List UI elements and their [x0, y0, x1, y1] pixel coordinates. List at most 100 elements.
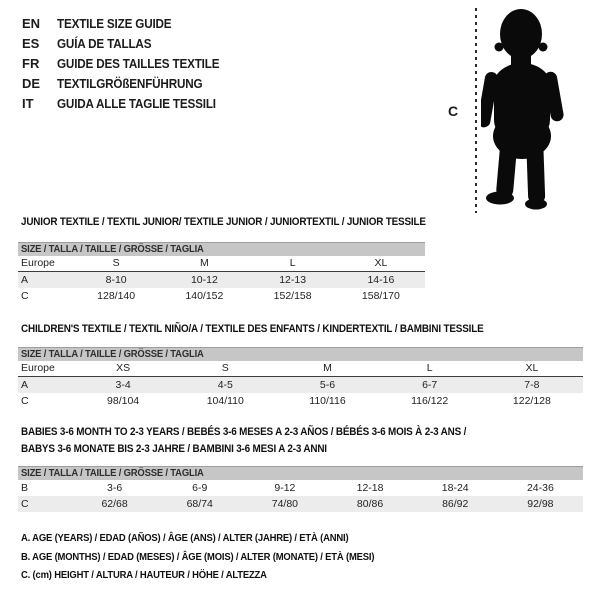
- footnote-line-a: A. AGE (YEARS) / EDAD (AÑOS) / ÂGE (ANS)…: [21, 529, 414, 548]
- size-header-row: SIZE / TALLA / TAILLE / GRÖSSE / TAGLIA: [18, 347, 583, 361]
- size-cell: 18-24: [441, 481, 469, 494]
- size-cell: 104/110: [206, 394, 244, 407]
- table-row-height: C 128/140 140/152 152/158 158/170: [18, 288, 425, 304]
- row-label-cell: C: [21, 394, 29, 407]
- language-name: GUIDE DES TAILLES TEXTILE: [57, 55, 220, 71]
- row-label-cell: A: [18, 271, 72, 288]
- measure-dashed-line: [475, 8, 477, 213]
- size-cell: 3-4: [72, 376, 175, 393]
- language-name: GUÍA DE TALLAS: [57, 35, 152, 51]
- language-name: GUIDA ALLE TAGLIE TESSILI: [57, 95, 216, 111]
- size-cell: 86/92: [412, 495, 498, 512]
- row-label-cell: C: [18, 495, 72, 512]
- table-row-age: A 3-4 4-5 5-6 6-7 7-8: [18, 376, 583, 393]
- size-cell: 98/104: [107, 394, 140, 407]
- footnote-a-text: A. AGE (YEARS) / EDAD (AÑOS) / ÂGE (ANS)…: [21, 532, 349, 544]
- language-code: DE: [22, 75, 41, 91]
- size-cell: S: [174, 360, 277, 377]
- table-row-age: A 8-10 10-12 12-13 14-16: [18, 271, 425, 288]
- size-cell: 116/122: [411, 394, 449, 407]
- size-cell: 92/98: [497, 495, 583, 512]
- size-cell: 12-13: [248, 271, 337, 288]
- size-cell: XL: [336, 255, 425, 272]
- children-table-title-text: CHILDREN'S TEXTILE / TEXTIL NIÑO/A / TEX…: [21, 323, 484, 335]
- size-cell: 6-7: [378, 376, 481, 393]
- size-cell: XS: [72, 360, 175, 377]
- size-cell: 14-16: [336, 271, 425, 288]
- size-cell: M: [276, 360, 379, 377]
- size-cell: 3-6: [106, 481, 123, 494]
- size-cell: 140/152: [185, 289, 224, 302]
- language-code: FR: [22, 55, 40, 71]
- row-label-cell: Europe: [18, 255, 72, 272]
- size-header-row: SIZE / TALLA / TAILLE / GRÖSSE / TAGLIA: [18, 242, 425, 256]
- table-row-europe: Europe XS S M L XL: [18, 360, 583, 377]
- language-row: DE TEXTILGRÖßENFÜHRUNG: [22, 73, 237, 93]
- size-cell: 80/86: [327, 495, 413, 512]
- row-label-cell: C: [21, 289, 29, 302]
- language-row: ES GUÍA DE TALLAS: [22, 33, 237, 53]
- size-cell: 12-18: [356, 481, 384, 494]
- language-code: EN: [22, 15, 41, 31]
- size-cell: S: [72, 255, 161, 272]
- language-row: FR GUIDE DES TAILLES TEXTILE: [22, 53, 237, 73]
- babies-size-table: SIZE / TALLA / TAILLE / GRÖSSE / TAGLIA …: [18, 466, 583, 512]
- children-size-table: SIZE / TALLA / TAILLE / GRÖSSE / TAGLIA …: [18, 347, 583, 409]
- footnote-b-text: B. AGE (MONTHS) / EDAD (MESES) / ÂGE (MO…: [21, 550, 375, 563]
- size-cell: 74/80: [242, 495, 328, 512]
- language-code: ES: [22, 35, 40, 51]
- size-cell: 8-10: [72, 271, 161, 288]
- size-cell: 158/170: [361, 289, 400, 302]
- junior-size-table: SIZE / TALLA / TAILLE / GRÖSSE / TAGLIA …: [18, 242, 425, 304]
- table-row-europe: Europe S M L XL: [18, 255, 425, 272]
- size-header-cell: SIZE / TALLA / TAILLE / GRÖSSE / TAGLIA: [18, 466, 583, 480]
- language-name: TEXTILGRÖßENFÜHRUNG: [57, 75, 203, 91]
- row-label-cell: A: [18, 376, 72, 393]
- junior-table-title: JUNIOR TEXTILE / TEXTIL JUNIOR/ TEXTILE …: [21, 216, 471, 228]
- language-header: EN TEXTILE SIZE GUIDE ES GUÍA DE TALLAS …: [22, 13, 237, 113]
- toddler-silhouette: [481, 9, 564, 210]
- size-cell: 68/74: [157, 495, 243, 512]
- size-cell: 24-36: [526, 481, 554, 494]
- size-header-text: SIZE / TALLA / TAILLE / GRÖSSE / TAGLIA: [21, 467, 204, 480]
- size-header-text: SIZE / TALLA / TAILLE / GRÖSSE / TAGLIA: [21, 243, 204, 256]
- footnote-c-text: C. (cm) HEIGHT / ALTURA / HAUTEUR / HÖHE…: [21, 569, 267, 581]
- babies-table-title-line2: BABYS 3-6 MONATE BIS 2-3 JAHRE / BAMBINI…: [21, 443, 327, 455]
- footnotes: A. AGE (YEARS) / EDAD (AÑOS) / ÂGE (ANS)…: [21, 529, 414, 585]
- language-name: TEXTILE SIZE GUIDE: [57, 15, 172, 31]
- size-header-row: SIZE / TALLA / TAILLE / GRÖSSE / TAGLIA: [18, 466, 583, 480]
- size-cell: M: [160, 255, 249, 272]
- size-cell: XL: [480, 360, 583, 377]
- table-row-months: B 3-6 6-9 9-12 12-18 18-24 24-36: [18, 480, 583, 496]
- size-cell: 128/140: [97, 289, 136, 302]
- size-cell: 10-12: [160, 271, 249, 288]
- table-row-height: C 98/104 104/110 110/116 116/122 122/128: [18, 393, 583, 409]
- size-cell: 152/158: [273, 289, 312, 302]
- footnote-line-c: C. (cm) HEIGHT / ALTURA / HAUTEUR / HÖHE…: [21, 566, 414, 585]
- language-code: IT: [22, 95, 34, 111]
- junior-table-title-text: JUNIOR TEXTILE / TEXTIL JUNIOR/ TEXTILE …: [21, 216, 426, 228]
- language-row: IT GUIDA ALLE TAGLIE TESSILI: [22, 93, 237, 113]
- size-cell: L: [378, 360, 481, 377]
- size-cell: 5-6: [276, 376, 379, 393]
- row-label-cell: B: [21, 481, 29, 494]
- children-table-title: CHILDREN'S TEXTILE / TEXTIL NIÑO/A / TEX…: [21, 323, 535, 335]
- size-cell: 6-9: [192, 481, 208, 494]
- size-header-cell: SIZE / TALLA / TAILLE / GRÖSSE / TAGLIA: [18, 347, 583, 361]
- row-label-cell: Europe: [18, 360, 72, 377]
- babies-table-title: BABIES 3-6 MONTH TO 2-3 YEARS / BEBÉS 3-…: [21, 424, 516, 458]
- size-cell: 62/68: [72, 495, 158, 512]
- table-row-height: C 62/68 68/74 74/80 80/86 86/92 92/98: [18, 495, 583, 512]
- size-cell: 110/116: [309, 394, 346, 407]
- size-cell: 4-5: [174, 376, 277, 393]
- height-measure-label: C: [448, 103, 459, 119]
- size-header-cell: SIZE / TALLA / TAILLE / GRÖSSE / TAGLIA: [18, 242, 425, 256]
- footnote-line-b: B. AGE (MONTHS) / EDAD (MESES) / ÂGE (MO…: [21, 548, 414, 567]
- size-cell: L: [248, 255, 337, 272]
- size-cell: 122/128: [512, 394, 551, 407]
- size-cell: 9-12: [274, 481, 296, 494]
- language-row: EN TEXTILE SIZE GUIDE: [22, 13, 237, 33]
- size-cell: 7-8: [480, 376, 583, 393]
- babies-table-title-line1: BABIES 3-6 MONTH TO 2-3 YEARS / BEBÉS 3-…: [21, 426, 467, 438]
